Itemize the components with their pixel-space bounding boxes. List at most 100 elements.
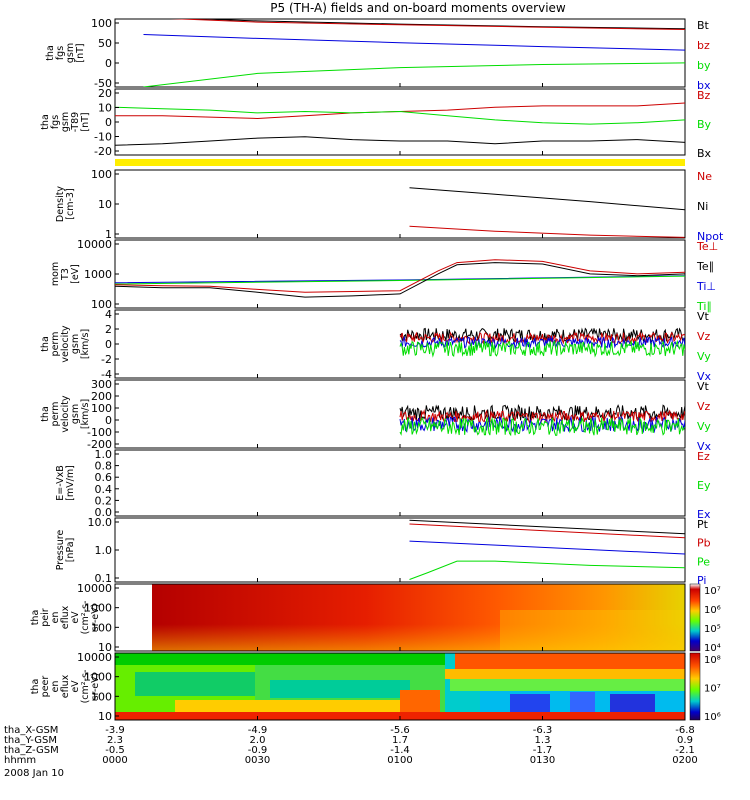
time-row-label: tha_Y-GSM (4, 735, 57, 746)
series-line-vx (399, 415, 685, 434)
colorbar-label: 10⁶ (704, 605, 721, 616)
y-axis-label: [nT] (80, 112, 91, 131)
y-tick-label: 0.6 (95, 471, 113, 484)
y-axis-label: perm (50, 402, 61, 427)
panel-fgs-gsm (114, 18, 686, 88)
time-row-value: -0.9 (248, 745, 268, 756)
legend-vy: Vy (697, 420, 711, 433)
legend-bx: bx (697, 79, 711, 92)
series-line-by (115, 106, 685, 125)
series-line-ti (115, 275, 685, 285)
y-tick-label: 1000 (84, 268, 112, 281)
panel-fgs-t89 (114, 88, 686, 156)
legend-npot: Npot (697, 230, 724, 243)
legend-bz: bz (697, 39, 710, 52)
series-line-te (115, 259, 685, 293)
legend-ey: Ey (697, 479, 711, 492)
legend-pe: Pe (697, 555, 710, 568)
y-tick-label: 4 (105, 308, 112, 321)
series-line-bx (115, 136, 685, 146)
y-axis-label: tha (45, 45, 56, 61)
y-axis-label: eV (70, 680, 81, 693)
y-tick-label: 10 (98, 710, 112, 723)
y-axis-label: peir (40, 608, 51, 627)
y-tick-label: 0.2 (95, 494, 113, 507)
legend-bx: Bx (697, 147, 712, 160)
legend-te: Te⊥ (696, 240, 718, 253)
y-tick-label: -10 (94, 131, 112, 144)
series-line-vz (399, 409, 685, 424)
time-row-value: -4.9 (248, 725, 268, 736)
y-axis-label: E=-VxB (55, 465, 66, 500)
series-line-pi (409, 540, 685, 555)
y-axis-label: [km/s] (80, 329, 91, 359)
y-tick-label: 100 (91, 690, 112, 703)
y-axis-label: [nPa] (65, 538, 76, 563)
y-axis-label: [cm-3] (65, 188, 76, 219)
y-axis-label: tha (40, 114, 51, 130)
colorbar-label: 10⁷ (704, 586, 721, 597)
y-tick-label: 1 (105, 228, 112, 241)
y-axis-label: eflux (60, 674, 71, 698)
y-tick-label: -50 (94, 77, 112, 90)
y-axis-label: T3 (60, 268, 71, 281)
y-axis-label: sr-eV) (90, 604, 101, 632)
legend-bt: Bt (697, 19, 710, 32)
y-tick-label: 100 (91, 168, 112, 181)
y-tick-label: -100 (87, 426, 112, 439)
y-tick-label: 0.0 (95, 506, 113, 519)
time-row-value: -6.3 (533, 725, 553, 736)
legend-by: by (697, 59, 711, 72)
y-tick-label: 300 (91, 378, 112, 391)
y-axis-label: sr-eV) (90, 673, 101, 701)
series-line-bx (143, 34, 685, 51)
y-tick-label: -2 (101, 353, 112, 366)
y-tick-label: 2 (105, 323, 112, 336)
electron-spectrogram (114, 652, 686, 721)
electron-colorbar (689, 652, 701, 721)
legend-vt: Vt (697, 310, 710, 323)
legend-vx: Vx (697, 440, 712, 453)
y-axis-label: (cm²-s- (80, 601, 91, 635)
y-axis-label: tha (40, 406, 51, 422)
y-tick-label: 10 (98, 198, 112, 211)
colorbar-label: 10⁵ (704, 624, 721, 635)
y-tick-label: 0 (105, 338, 112, 351)
legend-vy: Vy (697, 350, 711, 363)
time-row-label: hhmm (4, 755, 36, 766)
time-row-value: -6.8 (675, 725, 695, 736)
series-line-vy (399, 416, 685, 437)
legend-vx: Vx (697, 370, 712, 383)
y-axis-label: Pressure (55, 530, 66, 571)
panel-3-series (115, 259, 685, 298)
yellow-separator-bar (115, 159, 685, 166)
time-row-value: -3.9 (105, 725, 125, 736)
y-axis-label: tha (30, 610, 41, 626)
y-tick-label: 100 (91, 402, 112, 415)
figure-title: P5 (TH-A) fields and on-board moments ov… (270, 1, 566, 15)
y-axis-label: en (50, 612, 61, 624)
legend-pi: Pi (697, 574, 706, 587)
y-tick-label: 0.8 (95, 460, 113, 473)
y-tick-label: 100 (91, 621, 112, 634)
time-row-label: tha_X-GSM (4, 725, 58, 736)
y-axis-label: gsm (70, 334, 81, 354)
time-row-value: -1.4 (390, 745, 410, 756)
time-axis: tha_X-GSM -3.9 -4.9 -5.6 -6.3 -6.8 tha_Y-GSM 2.… (4, 83, 698, 779)
colorbar-label: 10⁷ (704, 684, 721, 695)
time-row-value: 2.3 (107, 735, 123, 746)
y-tick-label: 10000 (77, 582, 112, 595)
y-tick-label: -20 (94, 145, 112, 158)
series-line-ni (409, 187, 685, 211)
date-label: 2008 Jan 10 (4, 768, 64, 779)
y-axis-label: peer (40, 676, 51, 698)
panel-2-series (409, 187, 685, 238)
series-line-ne (409, 225, 685, 238)
time-row-value: 0000 (102, 755, 127, 766)
panel-4-series (399, 327, 685, 358)
panel-velocity-1 (114, 309, 686, 379)
time-row-value: 0200 (672, 755, 697, 766)
series-line-bz (169, 19, 685, 30)
y-tick-label: 100 (91, 298, 112, 311)
